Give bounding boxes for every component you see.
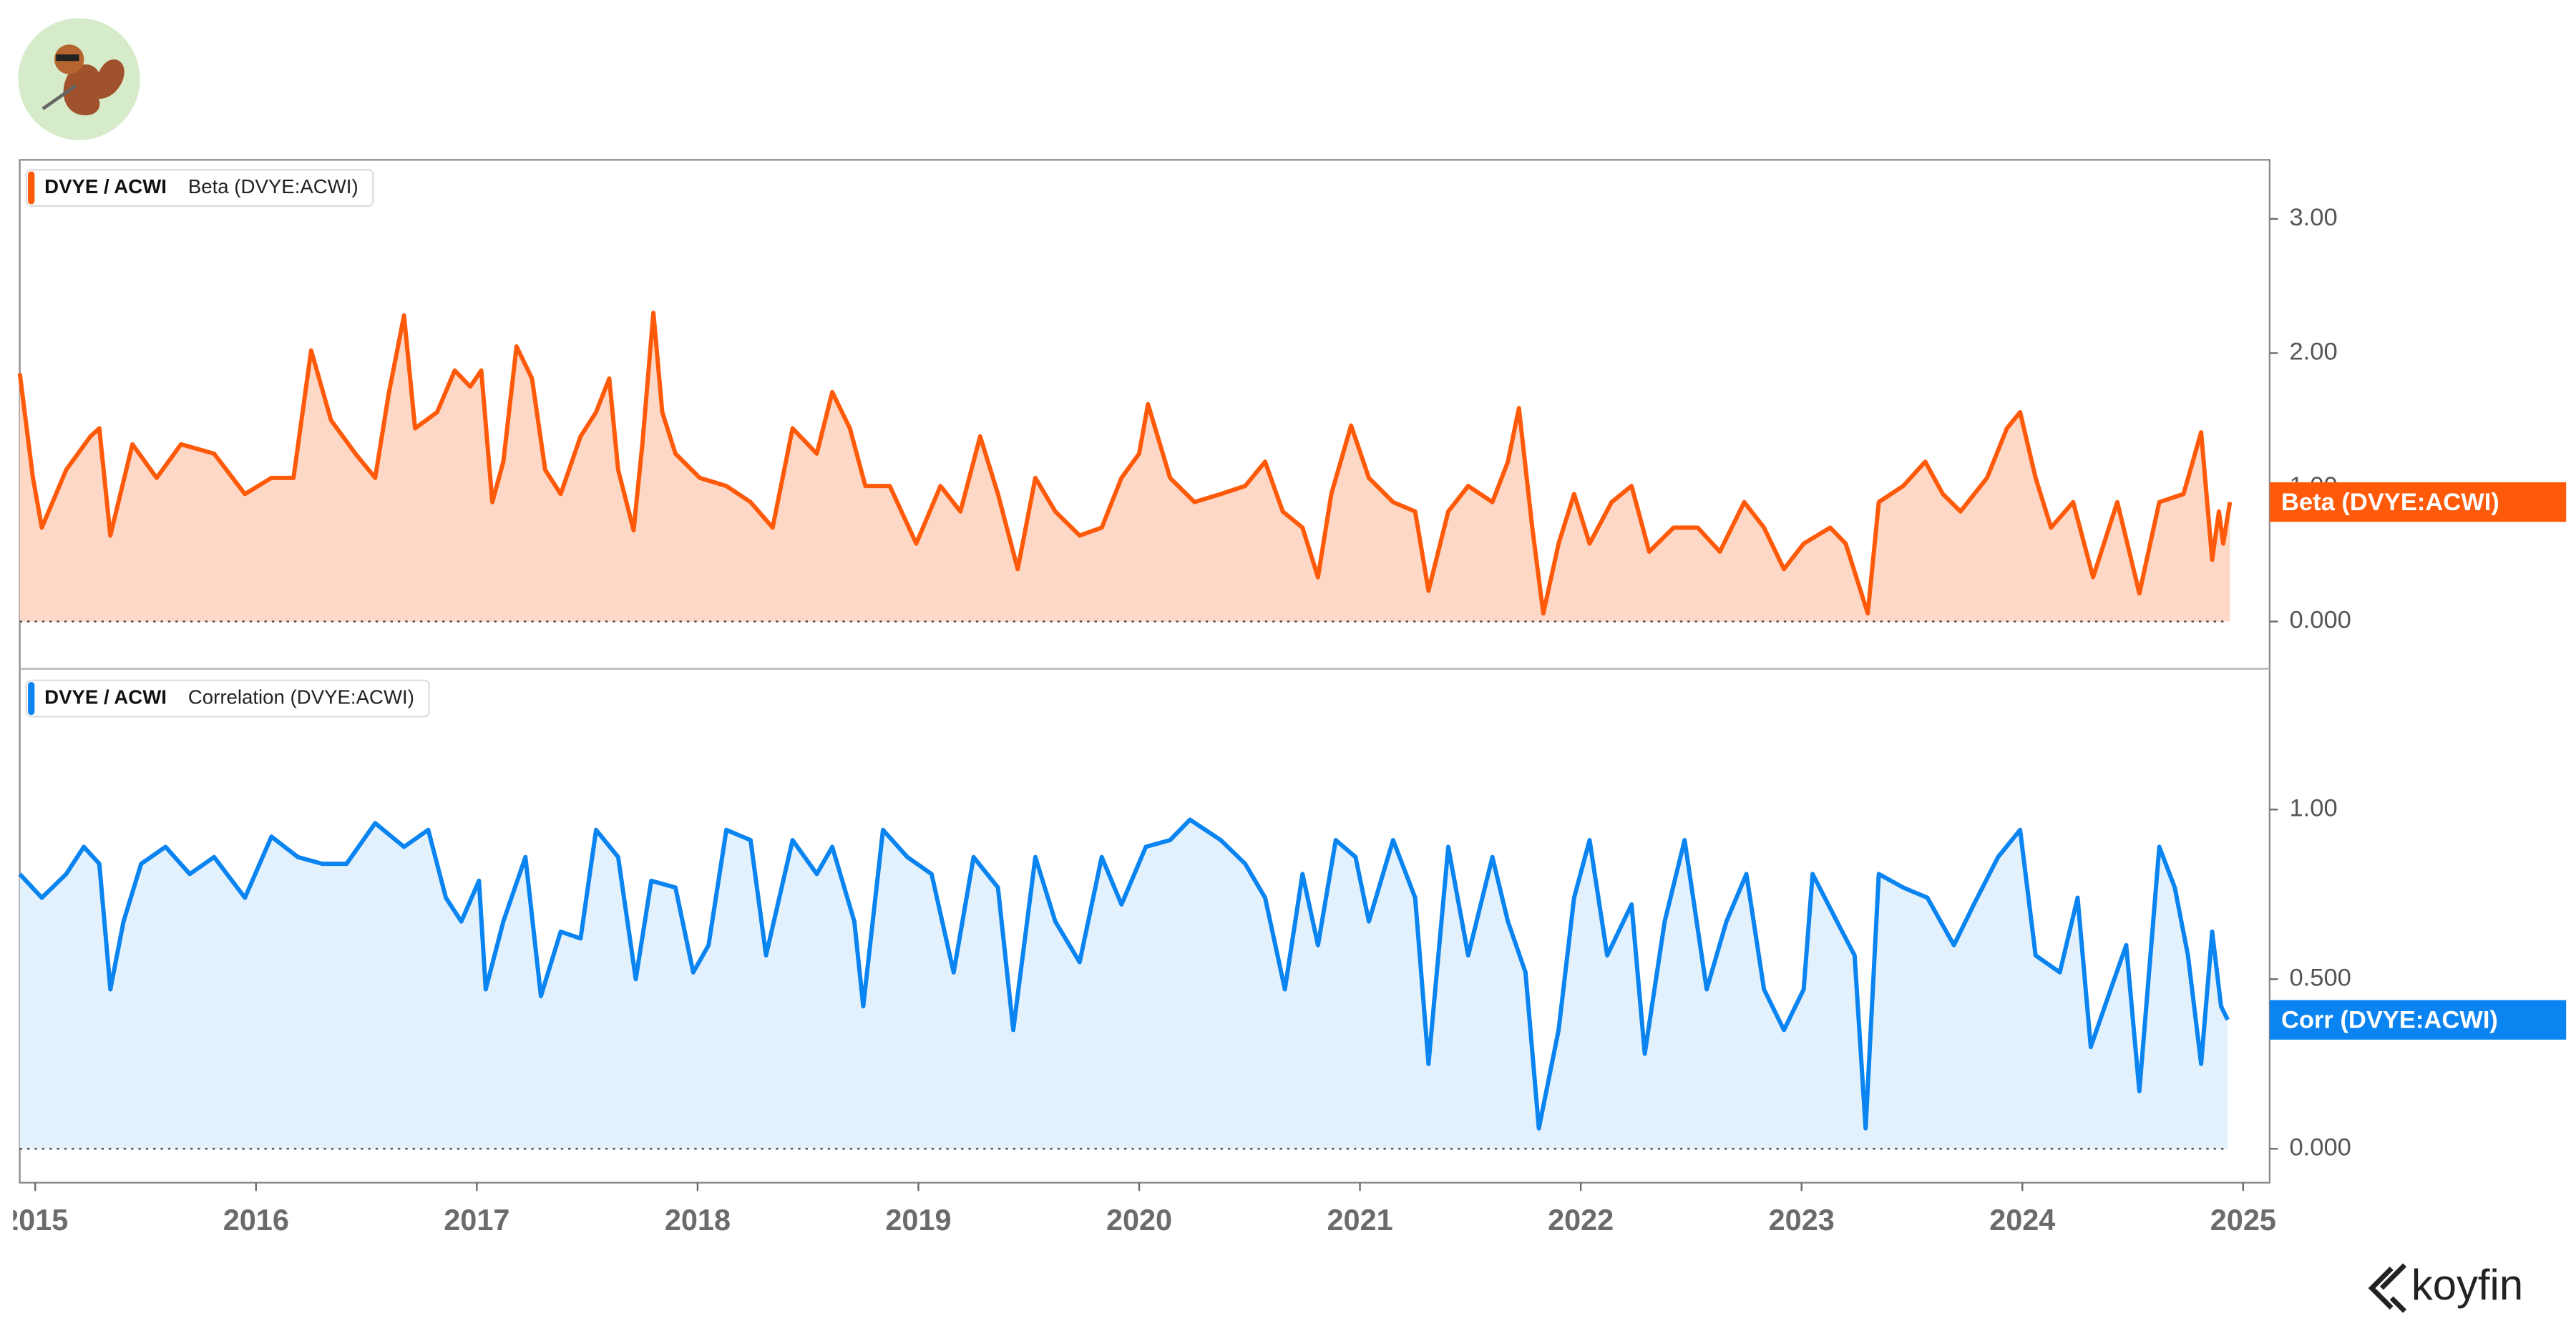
- y-tick-label: 3.00: [2289, 204, 2337, 231]
- last-value-label: Beta (DVYE:ACWI): [2281, 489, 2499, 516]
- legend-title: DVYE / ACWI: [44, 175, 167, 198]
- last-value-tag: [2269, 482, 2567, 522]
- avatar-squirrel: [63, 59, 125, 116]
- series-area: [19, 819, 2228, 1149]
- y-tick-label: 0.000: [2289, 1133, 2351, 1161]
- brand-logo: koyfin: [2368, 1261, 2523, 1313]
- avatar: [18, 18, 140, 140]
- x-tick-label: 2018: [665, 1203, 731, 1237]
- x-tick-label: 2025: [2210, 1203, 2276, 1237]
- x-tick-label: 2017: [444, 1203, 509, 1237]
- series-line: [17, 311, 2233, 616]
- avatar-cane: [42, 84, 77, 110]
- x-tick-label: 2019: [885, 1203, 951, 1237]
- y-tick-label: 2.00: [2289, 338, 2337, 366]
- legend: DVYE / ACWI Beta (DVYE:ACWI): [25, 169, 374, 207]
- y-tick-label: 0.000: [2289, 607, 2351, 634]
- x-tick-label: 2024: [1989, 1203, 2055, 1237]
- x-axis: 2015 2016 2017 2018 2019 2020 2021 2022 2023 2024…: [2, 1182, 2276, 1237]
- legend-item: Correlation (DVYE:ACWI): [188, 686, 414, 708]
- legend-box: [25, 679, 430, 718]
- legend: DVYE / ACWI Correlation (DVYE:ACWI): [25, 679, 430, 718]
- brand-text: koyfin: [2411, 1261, 2523, 1309]
- series-line: [18, 817, 2230, 1131]
- legend-box: [25, 169, 374, 207]
- last-value-tag: [2269, 1000, 2567, 1040]
- x-tick-label: 2023: [1769, 1203, 1835, 1237]
- x-tick-label: 2015: [2, 1203, 68, 1237]
- legend-swatch: [28, 171, 35, 205]
- brand-icon: [2368, 1263, 2407, 1313]
- legend-swatch: [28, 682, 35, 716]
- legend-item: Beta (DVYE:ACWI): [188, 175, 358, 198]
- x-tick-label: 2020: [1106, 1203, 1172, 1237]
- legend-title: DVYE / ACWI: [44, 686, 167, 708]
- y-tick-label: 1.00: [2289, 794, 2337, 821]
- x-tick-label: 2022: [1548, 1203, 1614, 1237]
- chart-frame: [19, 159, 2271, 1184]
- x-tick-label: 2016: [223, 1203, 289, 1237]
- last-value-label: Corr (DVYE:ACWI): [2281, 1007, 2498, 1034]
- avatar-glasses: [56, 54, 79, 62]
- series-area: [19, 313, 2230, 622]
- y-tick-label: 0.500: [2289, 964, 2351, 991]
- x-tick-label: 2021: [1327, 1203, 1393, 1237]
